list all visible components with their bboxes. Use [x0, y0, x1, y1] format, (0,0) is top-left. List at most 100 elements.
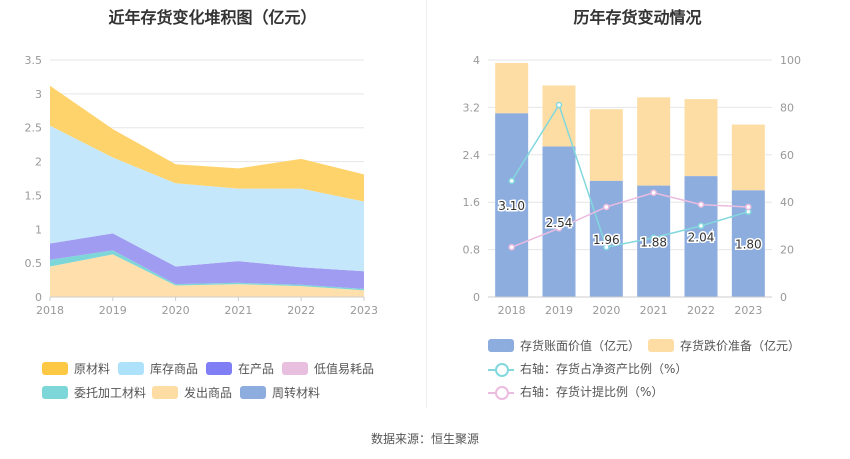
- data-label: 1.96: [593, 233, 620, 247]
- legend-swatch: [152, 386, 178, 399]
- x-tick-label: 2021: [224, 304, 252, 317]
- area-在产品: [50, 233, 364, 289]
- y2-tick-label: 60: [780, 149, 794, 162]
- legend-label: 存货跌价准备（亿元）: [680, 339, 801, 353]
- legend-label: 右轴：存货计提比例（%）: [520, 385, 664, 399]
- x-tick-label: 2019: [99, 304, 127, 317]
- legend-swatch: [240, 386, 266, 399]
- area-委托加工材料: [50, 250, 364, 291]
- x-tick-label: 2018: [36, 304, 64, 317]
- legend-item-low-value-consumables[interactable]: 低值易耗品: [282, 360, 374, 377]
- y-tick-label: 0.5: [25, 257, 43, 270]
- legend-label: 右轴：存货占净资产比例（%）: [520, 362, 688, 376]
- point-provision-ratio: [697, 201, 705, 208]
- line-net-asset-ratio: [511, 103, 749, 249]
- legend-item-work-in-progress[interactable]: 在产品: [206, 360, 274, 377]
- legend-item-goods-shipped[interactable]: 发出商品: [152, 384, 232, 401]
- bar-book-value: [684, 176, 718, 297]
- panel-divider: [426, 0, 427, 408]
- legend-item-book-value[interactable]: 存货账面价值（亿元）: [488, 337, 640, 354]
- y2-tick-label: 0: [780, 291, 787, 304]
- x-tick-label: 2022: [287, 304, 315, 317]
- legend-line-swatch: [488, 362, 514, 377]
- data-label: 1.80: [735, 238, 762, 252]
- area-发出商品: [50, 254, 364, 297]
- legend-item-inventory-goods[interactable]: 库存商品: [118, 360, 198, 377]
- legend-item-consigned-processing[interactable]: 委托加工材料: [42, 384, 146, 401]
- point-net-asset-ratio: [508, 177, 515, 185]
- point-provision-ratio: [555, 225, 563, 232]
- area-原材料: [50, 85, 364, 202]
- y-tick-label: 3: [35, 88, 42, 101]
- y2-tick-label: 40: [780, 196, 794, 209]
- y-tick-label: 2: [35, 156, 42, 169]
- bar-book-value: [495, 113, 529, 297]
- legend-swatch: [282, 362, 308, 375]
- legend-label: 委托加工材料: [74, 386, 147, 400]
- point-net-asset-ratio: [603, 243, 610, 251]
- y-tick-label: 1.6: [463, 196, 481, 209]
- y2-tick-label: 80: [780, 101, 794, 114]
- legend-swatch: [42, 362, 68, 375]
- point-provision-ratio: [745, 203, 752, 211]
- bar-impairment-provision: [542, 85, 576, 147]
- right-chart-title: 历年存货变动情况: [573, 8, 702, 27]
- legend-label: 库存商品: [150, 362, 199, 376]
- y-tick-label: 4: [473, 54, 480, 67]
- legend-swatch: [648, 339, 674, 352]
- data-label: 2.54: [546, 216, 573, 230]
- data-label: 2.04: [688, 231, 715, 245]
- legend-swatch: [42, 386, 68, 399]
- legend-label: 低值易耗品: [314, 362, 375, 376]
- y-tick-label: 0.8: [463, 244, 481, 257]
- y-tick-label: 3.2: [463, 101, 481, 114]
- stacked-area-chart: 0 0.5 1 1.5 2 2.5 3 3.5 2018 2019 2020 2021 2022 2023: [25, 54, 379, 317]
- left-chart-title: 近年存货变化堆积图（亿元）: [108, 8, 317, 27]
- area-库存商品: [50, 125, 364, 272]
- y2-tick-label: 20: [780, 244, 794, 257]
- x-tick-label: 2019: [545, 304, 573, 317]
- legend-label: 原材料: [74, 362, 111, 376]
- y-tick-label: 1.5: [25, 189, 43, 202]
- legend-label: 发出商品: [184, 386, 233, 400]
- bar-impairment-provision: [637, 97, 671, 186]
- legend-item-turnover-materials[interactable]: 周转材料: [240, 384, 320, 401]
- legend-swatch: [118, 362, 144, 375]
- x-tick-label: 2020: [162, 304, 190, 317]
- bar-book-value: [589, 180, 623, 297]
- legend-item-impairment-provision[interactable]: 存货跌价准备（亿元）: [648, 337, 800, 354]
- y-tick-label: 1: [35, 223, 42, 236]
- y-tick-label: 2.5: [25, 122, 43, 135]
- point-provision-ratio: [508, 243, 515, 251]
- y2-tick-label: 100: [780, 54, 801, 67]
- point-provision-ratio: [650, 189, 657, 196]
- x-tick-label: 2020: [592, 304, 620, 317]
- point-net-asset-ratio: [555, 101, 563, 109]
- point-net-asset-ratio: [697, 222, 705, 230]
- x-tick-label: 2018: [498, 304, 526, 317]
- x-tick-label: 2021: [640, 304, 668, 317]
- data-label: 3.10: [498, 199, 525, 213]
- y-tick-label: 3.5: [25, 54, 43, 67]
- x-tick-label: 2023: [734, 304, 762, 317]
- y-tick-label: 2.4: [463, 149, 481, 162]
- y-tick-label: 0: [35, 291, 42, 304]
- legend-line-swatch: [488, 385, 514, 400]
- bar-impairment-provision: [731, 124, 765, 191]
- legend-label: 在产品: [238, 362, 275, 376]
- bar-impairment-provision: [684, 99, 718, 177]
- x-tick-label: 2023: [350, 304, 378, 317]
- bar-impairment-provision: [495, 62, 529, 114]
- x-tick-label: 2022: [687, 304, 715, 317]
- legend-item-raw-materials[interactable]: 原材料: [42, 360, 110, 377]
- y-tick-label: 0: [473, 291, 480, 304]
- legend-label: 周转材料: [272, 386, 321, 400]
- point-provision-ratio: [603, 203, 610, 211]
- legend-item-net-asset-ratio[interactable]: 右轴：存货占净资产比例（%）: [488, 360, 687, 377]
- bar-impairment-provision: [589, 109, 623, 181]
- bar-book-value: [542, 146, 576, 297]
- legend-swatch: [206, 362, 232, 375]
- legend-item-provision-ratio[interactable]: 右轴：存货计提比例（%）: [488, 383, 663, 400]
